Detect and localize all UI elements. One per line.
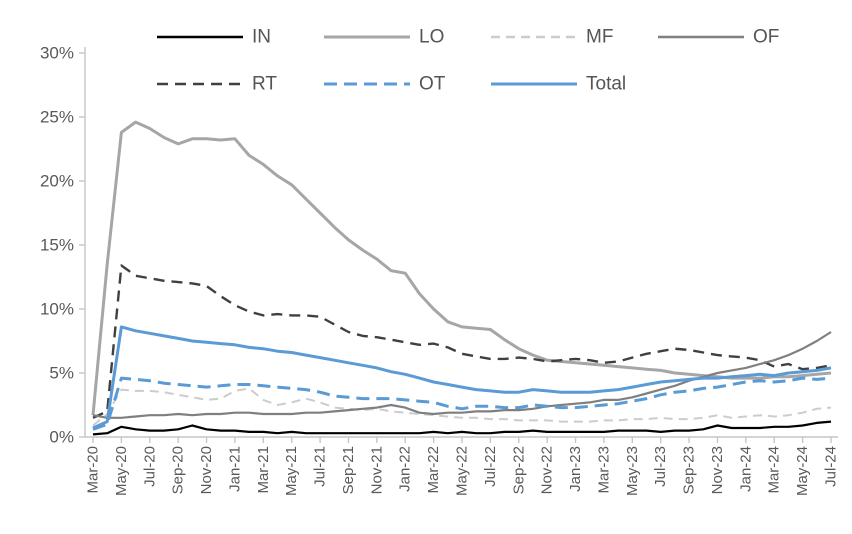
y-tick-label: 0% — [49, 428, 74, 447]
x-tick-label: Mar-21 — [255, 446, 272, 494]
x-tick-label: Mar-20 — [85, 446, 102, 494]
legend-label-OF: OF — [753, 27, 779, 48]
legend-item-OT: OT — [324, 74, 446, 95]
x-tick-label: Sep-20 — [170, 446, 187, 494]
series-line-MF — [92, 387, 832, 427]
x-tick-label: Jul-22 — [482, 446, 499, 487]
x-tick-label: Nov-22 — [539, 446, 556, 494]
y-tick-label: 5% — [49, 364, 74, 383]
x-tick-label: Jul-24 — [823, 446, 840, 487]
x-tick-label: Jan-23 — [567, 446, 584, 492]
x-tick-label: Nov-21 — [368, 446, 385, 494]
x-tick-label: Sep-22 — [510, 446, 527, 494]
series-line-LO — [91, 120, 832, 416]
x-tick-label: Jul-21 — [312, 446, 329, 487]
x-tick-label: May-21 — [283, 446, 300, 496]
legend-label-OT: OT — [419, 74, 446, 95]
series-line-IN — [92, 420, 832, 436]
legend-label-LO: LO — [419, 27, 444, 48]
x-tick-label: Jul-20 — [141, 446, 158, 487]
legend-item-IN: IN — [157, 27, 271, 48]
x-tick-label: Mar-22 — [425, 446, 442, 494]
y-tick-label: 25% — [40, 108, 74, 127]
y-tick-label: 20% — [40, 172, 74, 191]
legend-label-Total: Total — [586, 74, 626, 95]
x-tick-label: Jan-22 — [397, 446, 414, 492]
y-tick-label: 15% — [40, 236, 74, 255]
legend-item-LO: LO — [324, 27, 444, 48]
legend-label-RT: RT — [252, 74, 277, 95]
x-tick-label: May-23 — [624, 446, 641, 496]
series-line-OT — [92, 376, 832, 431]
x-tick-label: Jan-21 — [226, 446, 243, 492]
legend-label-MF: MF — [586, 27, 613, 48]
x-tick-label: Sep-23 — [681, 446, 698, 494]
x-tick-label: Mar-24 — [766, 446, 783, 494]
x-tick-label: May-24 — [794, 446, 811, 496]
x-tick-label: Nov-20 — [198, 446, 215, 494]
legend-item-RT: RT — [157, 74, 277, 95]
x-tick-label: Mar-23 — [595, 446, 612, 494]
x-tick-label: Jan-24 — [737, 446, 754, 492]
y-tick-label: 10% — [40, 300, 74, 319]
y-tick-label: 30% — [40, 44, 74, 63]
series-line-OF — [92, 331, 832, 419]
legend-item-MF: MF — [491, 27, 613, 48]
x-tick-label: Nov-23 — [709, 446, 726, 494]
legend-item-Total: Total — [491, 74, 626, 95]
series-line-Total — [92, 325, 832, 430]
legend-label-IN: IN — [252, 27, 271, 48]
x-tick-label: May-20 — [113, 446, 130, 496]
x-tick-label: May-22 — [454, 446, 471, 496]
x-tick-label: Jul-23 — [652, 446, 669, 487]
x-tick-label: Sep-21 — [340, 446, 357, 494]
legend-item-OF: OF — [658, 27, 779, 48]
